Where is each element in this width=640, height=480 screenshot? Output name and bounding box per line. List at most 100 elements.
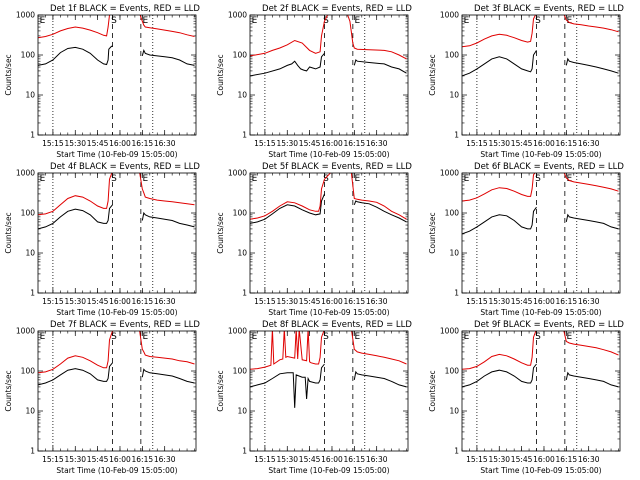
x-tick-label: 15:30: [64, 297, 86, 306]
y-tick-label: 10: [25, 407, 35, 416]
x-tick-label: 16:15: [132, 139, 154, 148]
y-tick-label: 1000: [16, 11, 35, 20]
series-lld-line: [250, 15, 407, 60]
marker-label: E: [464, 332, 470, 342]
marker-label: S: [111, 332, 117, 342]
y-tick-label: 1: [454, 447, 459, 456]
x-tick-label: 15:30: [276, 455, 298, 464]
series-lld-line: [38, 15, 195, 39]
x-axis-label: Start Time (10-Feb-09 15:05:00): [268, 466, 389, 475]
y-tick-label: 1: [454, 289, 459, 298]
marker-label: E: [252, 16, 258, 26]
y-tick-label: 10: [25, 249, 35, 258]
marker-label: S: [535, 16, 541, 26]
x-tick-label: 15:45: [299, 297, 321, 306]
marker-label: E: [566, 16, 572, 26]
y-tick-label: 10: [449, 91, 459, 100]
y-tick-label: 1000: [440, 169, 459, 178]
x-tick-label: 16:00: [533, 297, 555, 306]
x-tick-label: 16:15: [556, 139, 578, 148]
y-tick-label: 10: [237, 91, 247, 100]
marker-label: E: [354, 16, 360, 26]
y-tick-label: 100: [21, 209, 36, 218]
x-tick-label: 16:00: [109, 139, 131, 148]
y-tick-label: 100: [445, 51, 460, 60]
x-tick-label: 16:15: [344, 455, 366, 464]
panel-det-5f: Det 5f BLACK = Events, RED = LLD Counts/s…: [216, 162, 412, 317]
y-axis-label: Counts/sec: [4, 54, 13, 95]
marker-label: E: [252, 332, 258, 342]
series-lld-line: [38, 173, 195, 216]
series-events-line: [462, 206, 619, 235]
series-lld-line: [250, 331, 407, 370]
marker-label: E: [464, 16, 470, 26]
series-events-line: [250, 363, 407, 408]
x-tick-label: 15:15: [254, 297, 276, 306]
series-lld-line: [462, 331, 619, 370]
panel-det-2f: Det 2f BLACK = Events, RED = LLD Counts/s…: [216, 4, 412, 159]
x-axis-label: Start Time (10-Feb-09 15:05:00): [56, 150, 177, 159]
y-axis-label: Counts/sec: [428, 212, 437, 253]
panel-det-6f: Det 6f BLACK = Events, RED = LLD Counts/s…: [428, 162, 624, 317]
marker-label: E: [142, 174, 148, 184]
y-tick-label: 1: [30, 289, 35, 298]
series-lld-line: [462, 15, 619, 48]
panel-det-4f: Det 4f BLACK = Events, RED = LLD Counts/s…: [4, 162, 200, 317]
y-tick-label: 1000: [228, 327, 247, 336]
y-tick-label: 1000: [440, 11, 459, 20]
y-tick-label: 10: [449, 249, 459, 258]
plot-frame: [461, 14, 621, 136]
y-tick-label: 100: [233, 209, 248, 218]
y-tick-label: 1: [242, 447, 247, 456]
x-tick-label: 15:45: [87, 455, 109, 464]
y-tick-label: 1: [30, 131, 35, 140]
series-lld-line: [462, 173, 619, 202]
series-events-line: [38, 362, 195, 386]
y-tick-label: 100: [233, 51, 248, 60]
x-tick-label: 15:45: [87, 139, 109, 148]
x-tick-label: 16:15: [344, 139, 366, 148]
y-tick-label: 100: [233, 367, 248, 376]
y-tick-label: 10: [237, 407, 247, 416]
x-tick-label: 16:30: [578, 139, 600, 148]
x-tick-label: 16:30: [366, 139, 388, 148]
series-events-line: [250, 193, 407, 224]
y-axis-label: Counts/sec: [4, 212, 13, 253]
panel-title: Det 7f BLACK = Events, RED = LLD: [50, 320, 200, 330]
y-tick-label: 1000: [16, 327, 35, 336]
x-axis-label: Start Time (10-Feb-09 15:05:00): [56, 466, 177, 475]
x-tick-label: 15:45: [87, 297, 109, 306]
x-tick-label: 15:45: [299, 455, 321, 464]
panel-title: Det 5f BLACK = Events, RED = LLD: [262, 162, 412, 172]
marker-label: E: [252, 174, 258, 184]
x-tick-label: 15:15: [466, 455, 488, 464]
x-tick-label: 16:30: [366, 297, 388, 306]
marker-label: E: [142, 332, 148, 342]
y-tick-label: 10: [25, 91, 35, 100]
x-tick-label: 15:15: [466, 139, 488, 148]
x-axis-label: Start Time (10-Feb-09 15:05:00): [268, 150, 389, 159]
x-axis-label: Start Time (10-Feb-09 15:05:00): [480, 150, 601, 159]
x-tick-label: 15:30: [64, 455, 86, 464]
x-axis-label: Start Time (10-Feb-09 15:05:00): [480, 308, 601, 317]
marker-label: S: [111, 16, 117, 26]
x-tick-label: 16:30: [154, 139, 176, 148]
series-events-line: [462, 363, 619, 388]
series-events-line: [250, 52, 407, 77]
y-tick-label: 1: [242, 289, 247, 298]
x-axis-label: Start Time (10-Feb-09 15:05:00): [268, 308, 389, 317]
panel-title: Det 1f BLACK = Events, RED = LLD: [50, 4, 200, 14]
plot-frame: [249, 330, 409, 452]
panel-title: Det 3f BLACK = Events, RED = LLD: [474, 4, 624, 14]
x-tick-label: 16:15: [556, 297, 578, 306]
x-tick-label: 16:30: [154, 455, 176, 464]
x-tick-label: 16:00: [321, 455, 343, 464]
series-events-line: [462, 50, 619, 77]
x-tick-label: 15:45: [511, 139, 533, 148]
panel-title: Det 4f BLACK = Events, RED = LLD: [50, 162, 200, 172]
y-tick-label: 1: [454, 131, 459, 140]
plot-frame: [37, 172, 197, 294]
y-tick-label: 1: [242, 131, 247, 140]
marker-label: S: [323, 332, 329, 342]
